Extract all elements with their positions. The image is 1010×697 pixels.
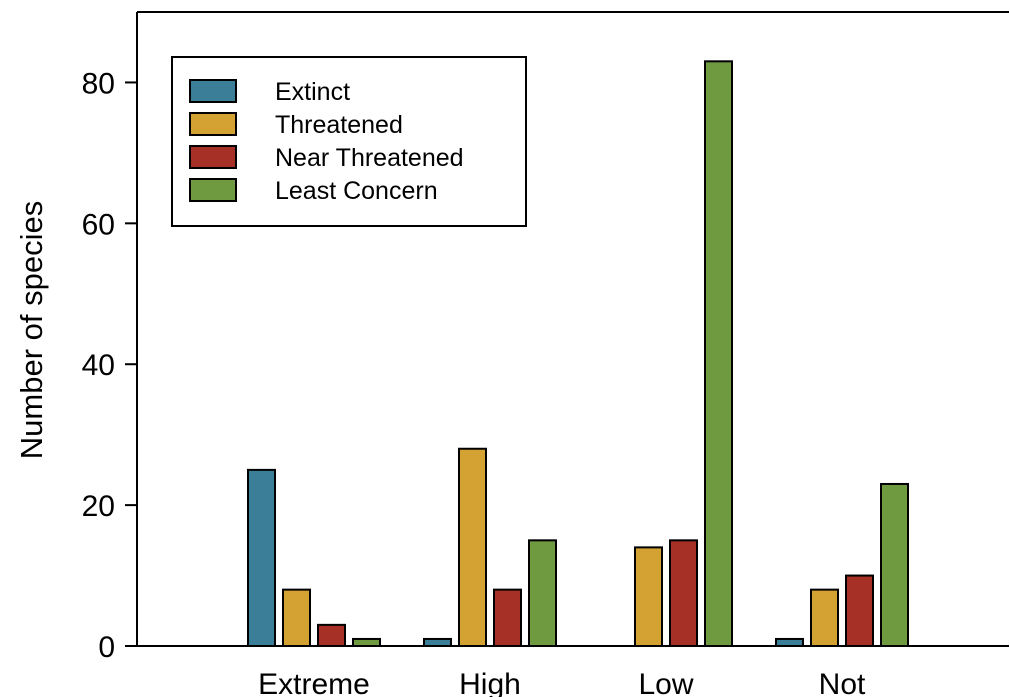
legend-swatch <box>189 112 237 136</box>
bar-least-concern-extreme <box>352 637 381 648</box>
legend-swatch <box>189 178 237 202</box>
bar-near-threatened-low <box>669 539 698 647</box>
bar-least-concern-high <box>528 539 557 647</box>
x-axis-categories: Extreme High Low Not <box>258 668 866 697</box>
bar-near-threatened-extreme <box>317 623 346 647</box>
y-tick-label: 20 <box>82 490 115 523</box>
bar-extinct-extreme <box>247 468 276 647</box>
legend-label: Least Concern <box>275 177 438 205</box>
x-category-label: High <box>459 668 521 697</box>
bar-threatened-low <box>634 546 663 648</box>
y-tick-label: 40 <box>82 349 115 382</box>
bar-least-concern-low <box>704 60 733 648</box>
legend-label: Threatened <box>275 111 403 139</box>
bar-near-threatened-high <box>493 588 522 648</box>
bar-near-threatened-not <box>845 574 874 647</box>
chart-bars <box>247 60 909 648</box>
bar-extinct-not <box>775 637 804 648</box>
legend-swatch <box>189 145 237 169</box>
bar-least-concern-not <box>880 482 909 647</box>
x-category-label: Low <box>638 668 693 697</box>
bar-threatened-not <box>810 588 839 648</box>
y-axis-ticks: 0 20 40 60 80 <box>82 67 137 664</box>
bar-extinct-high <box>423 637 452 648</box>
y-axis-title: Number of species <box>14 201 49 459</box>
legend-swatch <box>189 79 237 103</box>
bar-threatened-extreme <box>282 588 311 648</box>
bar-threatened-high <box>458 447 487 647</box>
y-tick-label: 80 <box>82 67 115 100</box>
legend-label: Extinct <box>275 78 350 106</box>
x-category-label: Not <box>819 668 866 697</box>
x-category-label: Extreme <box>258 668 370 697</box>
legend-label: Near Threatened <box>275 144 464 172</box>
y-tick-label: 60 <box>82 208 115 241</box>
legend: Extinct Threatened Near Threatened Least Co… <box>171 56 527 227</box>
y-tick-label: 0 <box>98 631 115 664</box>
